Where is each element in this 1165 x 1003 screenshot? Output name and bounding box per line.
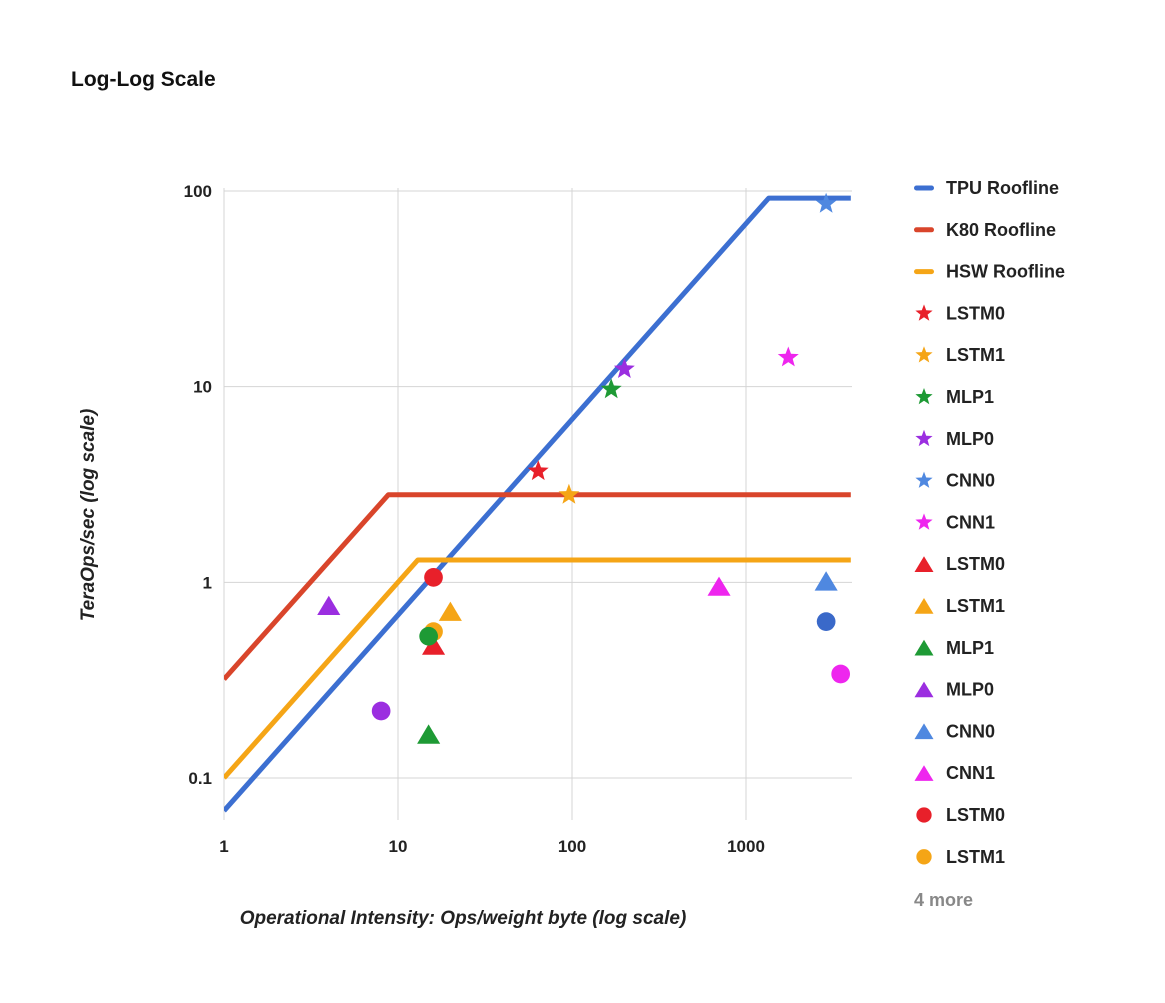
legend-label: CNN0 xyxy=(946,721,995,741)
legend-item-lstm1[interactable]: LSTM1 xyxy=(915,345,1005,365)
point-cnn0-triangle xyxy=(814,571,838,591)
point-lstm0-circle xyxy=(424,568,443,587)
legend-swatch xyxy=(915,346,933,363)
k80-roofline-line xyxy=(224,492,851,681)
tpu-roofline-line xyxy=(224,195,851,813)
legend-label: MLP1 xyxy=(946,638,994,658)
x-tick-label: 1 xyxy=(219,837,228,856)
legend-label: LSTM0 xyxy=(946,554,1005,574)
legend-item-lstm0[interactable]: LSTM0 xyxy=(914,554,1006,574)
legend-item-cnn1[interactable]: CNN1 xyxy=(914,763,996,783)
legend-item-mlp0[interactable]: MLP0 xyxy=(914,680,995,700)
legend-label: LSTM1 xyxy=(946,847,1005,867)
legend-label: MLP0 xyxy=(946,429,994,449)
legend-swatch xyxy=(914,185,934,191)
legend-swatch xyxy=(915,471,933,488)
point-cnn1-triangle xyxy=(707,576,731,596)
legend-label: MLP1 xyxy=(946,387,994,407)
legend-label: LSTM1 xyxy=(946,596,1005,616)
legend-swatch xyxy=(914,269,934,275)
legend-swatch xyxy=(914,227,934,233)
chart-title: Log-Log Scale xyxy=(71,68,216,91)
legend-label: LSTM0 xyxy=(946,303,1005,323)
legend-item-mlp0[interactable]: MLP0 xyxy=(915,429,994,449)
legend-item-lstm1[interactable]: LSTM1 xyxy=(914,596,1006,616)
x-tick-label: 1000 xyxy=(727,837,765,856)
legend-swatch xyxy=(914,681,934,698)
tick-labels: 1 10 100 1000 0.1 1 10 100 xyxy=(184,182,765,856)
legend-label: CNN1 xyxy=(946,763,995,783)
legend-swatch xyxy=(915,304,933,321)
y-tick-label: 0.1 xyxy=(188,769,212,788)
legend-item-hsw-roofline[interactable]: HSW Roofline xyxy=(914,262,1065,282)
legend-swatch xyxy=(916,807,932,823)
point-lstm1-triangle xyxy=(438,601,462,621)
point-lstm1-star xyxy=(558,483,580,504)
legend-item-k80-roofline[interactable]: K80 Roofline xyxy=(914,220,1056,240)
legend-swatch xyxy=(915,429,933,447)
legend-swatch xyxy=(915,513,933,530)
legend: TPU Roofline K80 Roofline HSW Roofline LSTM… xyxy=(914,178,1065,867)
point-mlp0-circle xyxy=(371,701,391,721)
y-tick-label: 1 xyxy=(203,573,212,592)
y-axis-label: TeraOps/sec (log scale) xyxy=(78,409,99,622)
grid xyxy=(223,188,852,820)
point-mlp0-star xyxy=(613,358,635,378)
legend-item-cnn0[interactable]: CNN0 xyxy=(915,471,995,491)
y-tick-label: 10 xyxy=(193,378,212,397)
legend-item-cnn0[interactable]: CNN0 xyxy=(914,721,996,741)
legend-swatch xyxy=(915,388,933,405)
legend-item-cnn1[interactable]: CNN1 xyxy=(915,512,995,532)
legend-item-mlp1[interactable]: MLP1 xyxy=(914,638,995,658)
legend-item-lstm0[interactable]: LSTM0 xyxy=(916,805,1005,825)
legend-swatch xyxy=(914,598,934,614)
legend-label: CNN1 xyxy=(946,512,995,532)
roofline-lines xyxy=(224,195,851,813)
point-mlp0-triangle xyxy=(317,595,341,615)
legend-label: HSW Roofline xyxy=(946,262,1065,282)
legend-label: LSTM0 xyxy=(946,805,1005,825)
legend-label: LSTM1 xyxy=(946,345,1005,365)
point-cnn0-circle xyxy=(816,612,836,631)
hsw-roofline-line xyxy=(224,557,851,780)
legend-label: CNN0 xyxy=(946,471,995,491)
legend-item-tpu-roofline[interactable]: TPU Roofline xyxy=(914,178,1059,198)
point-cnn1-star xyxy=(777,346,799,367)
x-axis-label: Operational Intensity: Ops/weight byte (… xyxy=(240,908,687,929)
legend-swatch xyxy=(916,849,932,865)
legend-item-mlp1[interactable]: MLP1 xyxy=(915,387,994,407)
legend-label: TPU Roofline xyxy=(946,178,1059,198)
x-tick-label: 10 xyxy=(389,837,408,856)
legend-label: MLP0 xyxy=(946,680,994,700)
point-lstm0-triangle xyxy=(422,635,446,655)
legend-label: K80 Roofline xyxy=(946,220,1056,240)
legend-item-lstm1[interactable]: LSTM1 xyxy=(916,847,1005,867)
point-cnn1-circle xyxy=(831,664,851,684)
point-lstm0-star xyxy=(527,460,549,481)
legend-swatch xyxy=(914,723,934,740)
point-mlp1-star xyxy=(600,378,622,399)
x-tick-label: 100 xyxy=(558,837,586,856)
point-mlp1-triangle xyxy=(417,724,441,744)
legend-swatch xyxy=(914,556,934,572)
point-mlp1-circle xyxy=(419,626,438,646)
legend-more-link[interactable]: 4 more xyxy=(914,890,973,910)
point-cnn0-star xyxy=(815,192,837,213)
legend-item-lstm0[interactable]: LSTM0 xyxy=(915,303,1005,323)
data-points xyxy=(317,192,851,744)
y-tick-label: 100 xyxy=(184,182,212,201)
legend-swatch xyxy=(914,639,934,656)
legend-swatch xyxy=(914,765,934,781)
